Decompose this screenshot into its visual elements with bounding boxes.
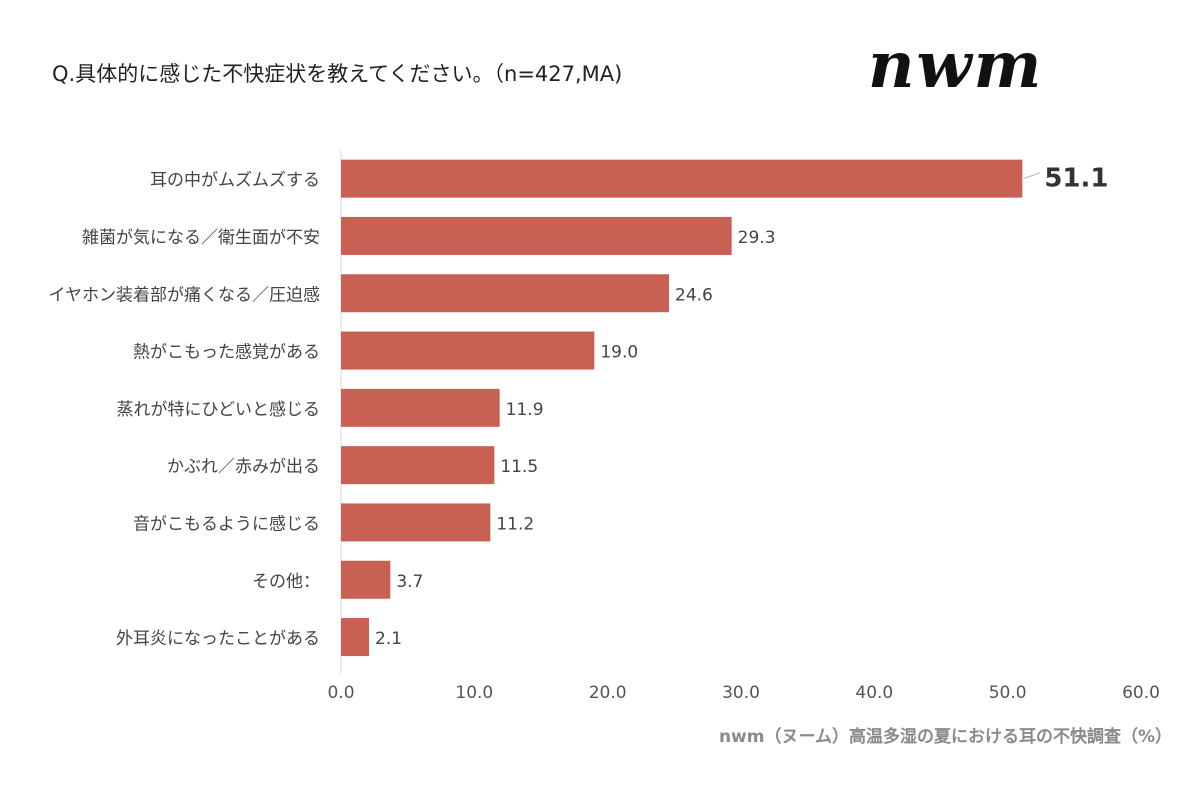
x-tick-label: 50.0 — [989, 683, 1027, 703]
category-label: その他： — [252, 572, 320, 592]
data-label: 2.1 — [375, 629, 402, 649]
bar — [341, 618, 369, 657]
data-label: 11.5 — [500, 457, 538, 477]
bar — [341, 446, 495, 485]
bar — [341, 503, 491, 542]
category-label: 音がこもるように感じる — [133, 514, 320, 534]
data-label: 29.3 — [738, 228, 776, 248]
category-label: 熱がこもった感覚がある — [133, 343, 320, 363]
x-tick-label: 10.0 — [455, 683, 493, 703]
category-label: 雑菌が気になる／衛生面が不安 — [82, 228, 320, 248]
source-caption: nwm（ヌーム）高温多湿の夏における耳の不快調査（%） — [718, 727, 1172, 747]
x-tick-label: 30.0 — [722, 683, 760, 703]
bar — [341, 274, 669, 313]
data-label: 51.1 — [1044, 164, 1108, 194]
data-label: 11.2 — [496, 514, 534, 534]
data-label-leader — [1023, 172, 1041, 180]
category-label: 耳の中がムズムズする — [150, 171, 320, 191]
question-title: Q.具体的に感じた不快症状を教えてください。（n=427,MA) — [52, 62, 623, 86]
category-label: 蒸れが特にひどいと感じる — [117, 400, 321, 420]
bar — [341, 216, 732, 255]
category-label: 外耳炎になったことがある — [116, 629, 320, 649]
bar — [341, 159, 1023, 198]
x-tick-label: 20.0 — [589, 683, 627, 703]
category-label: かぶれ／赤みが出る — [167, 457, 320, 477]
data-label: 19.0 — [600, 343, 638, 363]
data-label: 3.7 — [396, 572, 423, 592]
category-label: イヤホン装着部が痛くなる／圧迫感 — [49, 285, 321, 305]
data-label: 11.9 — [506, 400, 544, 420]
bar — [341, 331, 595, 370]
nwm-logo: nwm — [868, 28, 1044, 103]
bar — [341, 560, 391, 599]
data-label: 24.6 — [675, 285, 713, 305]
x-tick-label: 60.0 — [1122, 683, 1160, 703]
x-tick-label: 0.0 — [327, 683, 354, 703]
bar — [341, 388, 500, 427]
x-tick-label: 40.0 — [855, 683, 893, 703]
